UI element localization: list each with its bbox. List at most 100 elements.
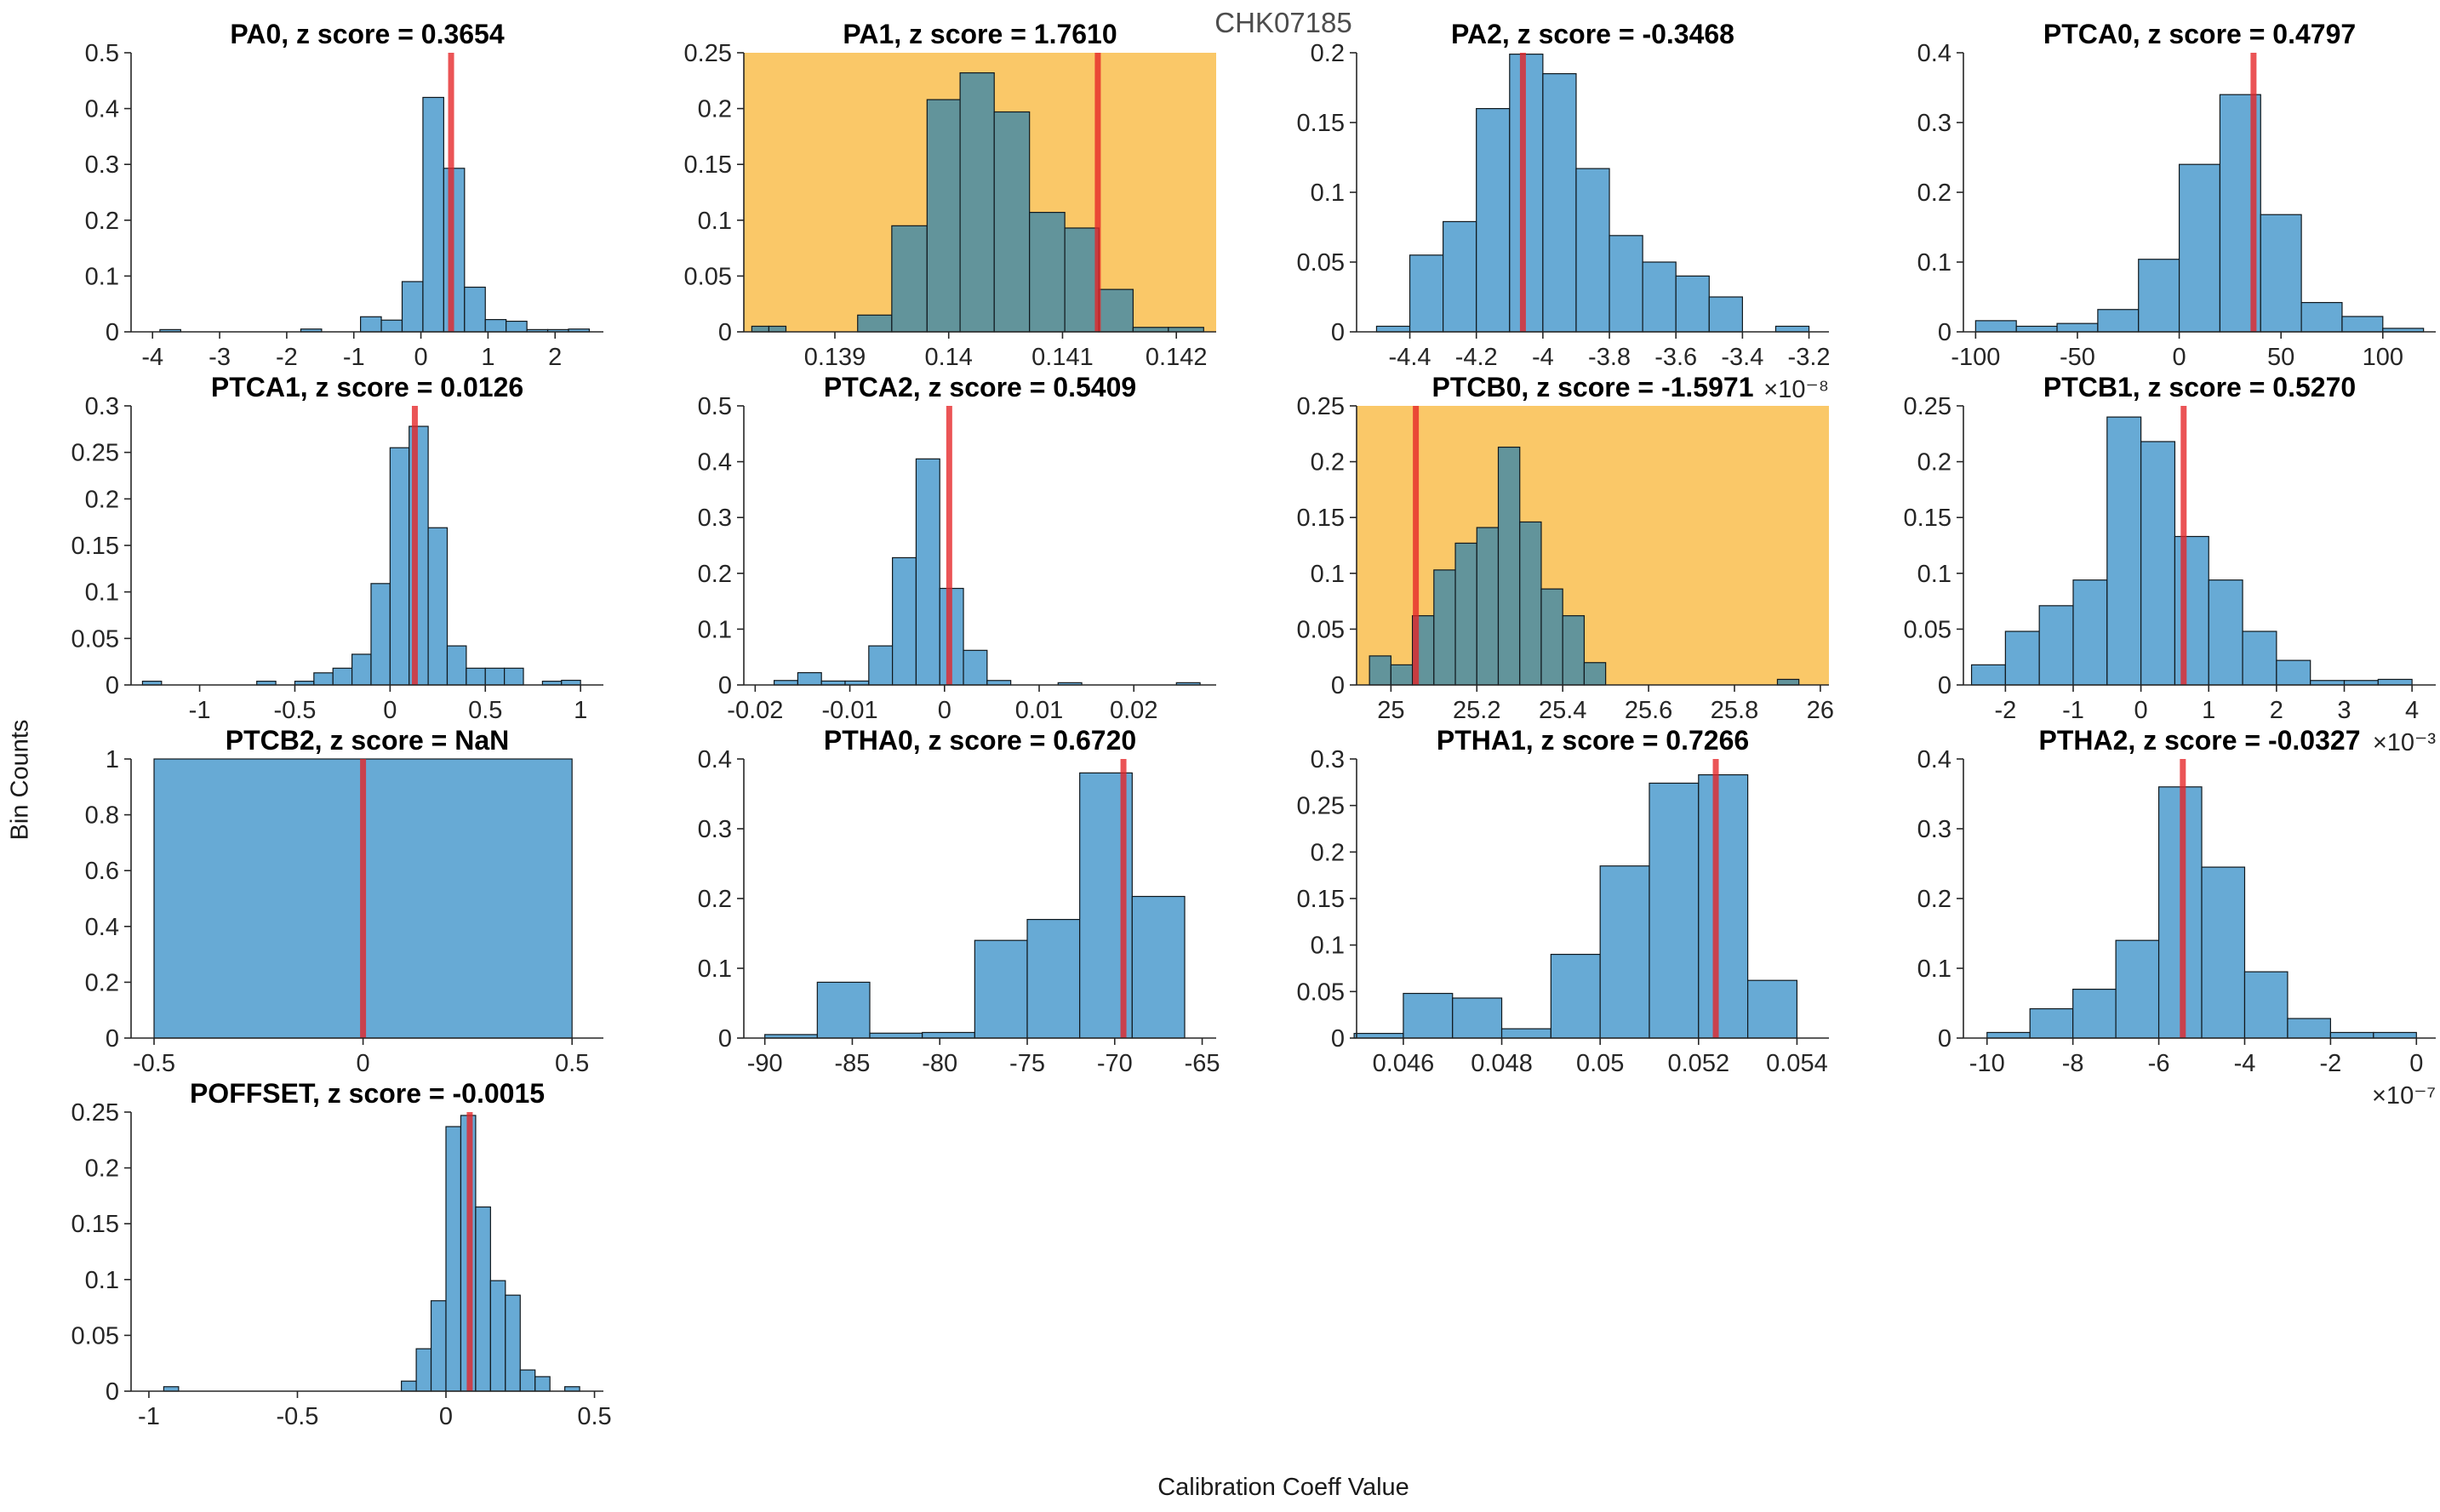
- y-tick-label: 0.1: [1311, 933, 1345, 960]
- x-tick-label: 26: [1807, 697, 1834, 724]
- histogram-bar: [2004, 630, 2040, 686]
- subplot-PA1: PA1, z score = 1.7610 0.139 0.14 0.141 0.142…: [661, 20, 1271, 406]
- subplot-PTCB1: PTCB1, z score = 0.5270 -2 -1 0 1 2 3 4 0 0.05 0.1…: [1881, 373, 2440, 759]
- histogram-bar: [922, 1031, 975, 1039]
- x-tick-label: -4: [2234, 1050, 2256, 1077]
- x-tick-label: -4: [141, 344, 163, 371]
- red-marker-line: [946, 406, 952, 685]
- x-tick-label: 0.142: [1146, 344, 1208, 371]
- subplot-title: PTCA0, z score = 0.4797: [2043, 19, 2357, 49]
- y-tick-label: 0: [106, 1025, 119, 1053]
- subplot-PA2: PA2, z score = -0.3468 -4.4 -4.2 -4 -3.8 -3.6…: [1274, 20, 1884, 406]
- y-tick-label: 0.2: [85, 969, 119, 996]
- x-tick-label: -0.01: [822, 697, 878, 724]
- histogram-bar: [857, 314, 893, 333]
- x-tick-label: -0.5: [133, 1050, 175, 1077]
- subplot-PTCA2: PTCA2, z score = 0.5409 -0.02 -0.01 0 0.01 0.…: [661, 373, 1271, 759]
- histogram-bar: [2377, 678, 2413, 686]
- subplot-PTHA0: PTHA0, z score = 0.6720 -90 -85 -80 -75 -70 -6…: [661, 726, 1271, 1112]
- x-axis-label: Calibration Coeff Value: [1157, 1474, 1409, 1501]
- y-tick-label: 0.1: [1311, 180, 1345, 207]
- histogram-bar: [1369, 655, 1391, 686]
- histogram-bar: [2208, 579, 2243, 686]
- y-tick-label: 0.4: [85, 96, 119, 123]
- y-tick-label: 0.3: [698, 505, 732, 532]
- histogram-bar: [1575, 168, 1610, 333]
- subplot-title: PTHA1, z score = 0.7266: [1436, 725, 1750, 756]
- y-tick-label: 0.05: [1297, 616, 1345, 643]
- y-tick-label: 0.4: [698, 746, 732, 773]
- histogram-bar: [892, 556, 917, 686]
- x-tick-label: 50: [2267, 344, 2294, 371]
- x-tick-label: -80: [922, 1050, 957, 1077]
- x-tick-label: 25.8: [1711, 697, 1758, 724]
- histogram-bar: [389, 447, 410, 686]
- x-tick-label: -2: [1994, 697, 2016, 724]
- x-tick-label: 0: [414, 344, 427, 371]
- histogram-bar: [505, 1294, 521, 1392]
- y-tick-label: 0.1: [1917, 956, 1951, 983]
- y-tick-label: 0.3: [85, 151, 119, 179]
- histogram-bar: [2072, 989, 2117, 1039]
- y-tick-label: 0.2: [1917, 180, 1951, 207]
- x-tick-label: 1: [481, 344, 494, 371]
- x-tick-label: -0.5: [273, 697, 316, 724]
- histogram-bar: [415, 1348, 432, 1392]
- histogram-bar: [534, 1376, 551, 1392]
- x-tick-label: 0: [2173, 344, 2186, 371]
- histogram-bar: [1675, 275, 1710, 333]
- histogram-bar: [2038, 605, 2074, 686]
- red-marker-line: [466, 1112, 473, 1391]
- histogram-bar: [464, 286, 486, 333]
- histogram-bar: [891, 225, 928, 333]
- x-tick-label: 0.02: [1110, 697, 1157, 724]
- histogram-bar: [1375, 325, 1411, 333]
- histogram-bar: [2029, 1007, 2074, 1039]
- y-tick-label: 0.2: [1917, 886, 1951, 913]
- subplot-POFFSET: POFFSET, z score = -0.0015 -1 -0.5 0 0.5 0 0.0…: [49, 1079, 659, 1465]
- x-tick-label: 100: [2363, 344, 2403, 371]
- y-tick-label: 0.1: [698, 956, 732, 983]
- y-tick-label: 0.4: [1917, 746, 1951, 773]
- x-tick-label: 4: [2405, 697, 2419, 724]
- histogram-PTCA2: -0.02 -0.01 0 0.01 0.02 0 0.1 0.2 0.3 0.4 0.5: [698, 393, 1216, 724]
- y-tick-label: 0.1: [85, 1267, 119, 1294]
- histogram-bar: [427, 527, 449, 686]
- y-axis-label: Bin Counts: [6, 719, 34, 841]
- histogram-bar: [360, 316, 382, 333]
- histogram-bar: [1476, 527, 1500, 686]
- y-tick-label: 0.05: [71, 1322, 119, 1349]
- y-tick-label: 0.1: [1917, 561, 1951, 588]
- histogram-PTHA1: 0.046 0.048 0.05 0.052 0.054 0 0.05 0.1 0.15 0.2 0…: [1297, 746, 1829, 1077]
- axis-exponent-label: ×10⁻⁸: [1763, 376, 1829, 403]
- y-tick-label: 0.5: [85, 40, 119, 67]
- x-tick-label: 1: [574, 697, 587, 724]
- y-tick-label: 0: [718, 1025, 732, 1053]
- histogram-bar: [2341, 316, 2384, 333]
- red-marker-line: [1519, 53, 1526, 332]
- x-tick-label: -3.4: [1721, 344, 1763, 371]
- y-tick-label: 0.3: [85, 393, 119, 420]
- histogram-PA0: -4 -3 -2 -1 0 1 2 0 0.1 0.2 0.3 0.4 0.5: [85, 40, 603, 371]
- x-tick-label: -70: [1097, 1050, 1133, 1077]
- histogram-bar: [484, 318, 507, 333]
- figure-title: CHK07185: [1214, 7, 1352, 38]
- subplot-PTCB0: PTCB0, z score = -1.5971 25 25.2 25.4 25.6 25…: [1274, 373, 1884, 759]
- histogram-PTHA2: -10 -8 -6 -4 -2 0 0 0.1 0.2 0.3 0.4 ×10⁻⁷: [1917, 746, 2436, 1110]
- y-tick-label: 0: [106, 1378, 119, 1406]
- subplot-PTCB2: PTCB2, z score = NaN -0.5 0 0.5 0 0.2 0.4 0.6 0.…: [49, 726, 659, 1112]
- histogram-bar: [1098, 288, 1134, 333]
- histogram-bar: [430, 1300, 447, 1392]
- histogram-bar: [401, 1380, 417, 1392]
- histogram-bar: [1029, 212, 1066, 333]
- x-tick-label: -0.5: [276, 1403, 318, 1430]
- histogram-bar: [963, 649, 988, 686]
- x-tick-label: 0.5: [555, 1050, 589, 1077]
- subplot-title: PTHA2, z score = -0.0327: [2038, 725, 2361, 756]
- histogram-bar: [1353, 1032, 1404, 1039]
- y-tick-label: 0.1: [698, 616, 732, 643]
- x-tick-label: 25: [1377, 697, 1404, 724]
- red-marker-line: [1413, 406, 1420, 685]
- y-tick-label: 0.6: [85, 858, 119, 885]
- x-tick-label: -0.02: [727, 697, 783, 724]
